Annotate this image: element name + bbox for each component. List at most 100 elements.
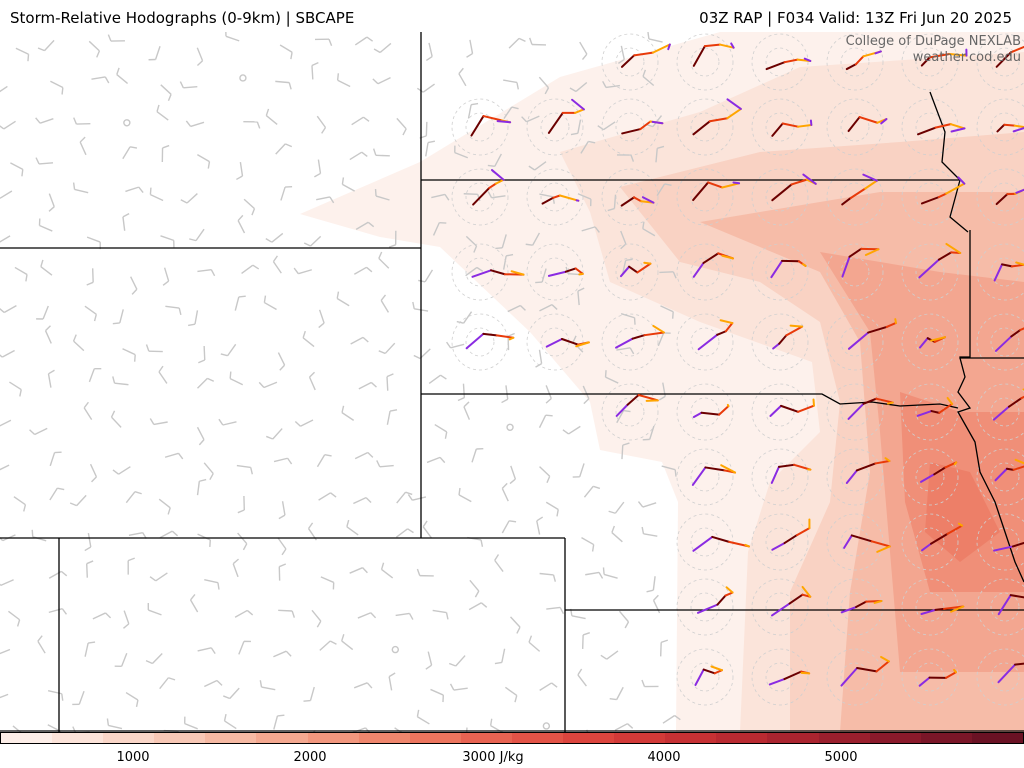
hodograph-ring — [751, 578, 809, 636]
wind-barb — [47, 369, 55, 388]
wind-barb — [495, 234, 507, 250]
hodograph-ring — [976, 168, 1024, 226]
wind-barb — [467, 102, 479, 119]
wind-barb — [416, 709, 430, 725]
wind-barb — [114, 652, 128, 667]
wind-barb — [37, 635, 46, 654]
wind-barb — [395, 528, 414, 538]
wind-barb — [106, 718, 123, 730]
wind-barb — [456, 311, 473, 324]
wind-barb — [432, 221, 447, 236]
hodograph-ring — [826, 313, 884, 371]
hodograph — [920, 48, 968, 67]
wind-barb — [278, 563, 287, 581]
wind-barb — [31, 529, 47, 542]
wind-barb — [49, 487, 65, 501]
hodograph — [692, 403, 730, 419]
wind-barb — [378, 251, 390, 269]
wind-barb — [112, 309, 124, 325]
hodograph-ring — [676, 98, 734, 156]
wind-barb — [396, 117, 407, 136]
hodograph-ring — [676, 313, 734, 371]
wind-barb — [156, 104, 169, 121]
hodograph-ring — [676, 383, 734, 441]
wind-barb — [277, 537, 287, 556]
hodograph-ring — [676, 33, 734, 91]
hodograph-ring — [751, 648, 809, 706]
wind-barb — [112, 376, 129, 386]
wind-barb — [196, 426, 205, 446]
wind-barb — [0, 305, 17, 314]
colorbar-segment — [971, 733, 1023, 743]
wind-barb — [394, 727, 403, 732]
wind-barb — [380, 294, 390, 313]
hodograph-ring — [751, 168, 809, 226]
wind-barb — [431, 193, 450, 201]
wind-barb — [357, 612, 377, 619]
credit-url[interactable]: weather.cod.edu — [912, 50, 1021, 65]
hodograph — [918, 336, 946, 349]
map-canvas[interactable] — [0, 32, 1024, 732]
wind-barb — [616, 154, 635, 162]
wind-barb — [38, 218, 53, 232]
hodograph — [470, 115, 512, 137]
wind-barb — [539, 572, 557, 582]
hodograph-ring — [751, 513, 809, 571]
hodograph — [841, 247, 880, 278]
hodograph-ring — [826, 513, 884, 571]
hodograph — [920, 605, 965, 615]
wind-barb — [86, 560, 94, 578]
hodograph-ring — [826, 243, 884, 301]
wind-barb — [600, 650, 619, 660]
wind-barb — [234, 609, 254, 618]
sbcape-fill-layer — [300, 32, 1024, 732]
hodograph — [997, 662, 1024, 684]
hodograph-ring — [901, 313, 959, 371]
colorbar-segment — [154, 733, 206, 743]
wind-barb — [609, 686, 624, 701]
wind-barb — [316, 454, 332, 468]
hodograph-ring — [601, 383, 659, 441]
wind-barb — [0, 648, 11, 655]
hodograph-ring — [601, 243, 659, 301]
wind-barb — [10, 162, 24, 177]
colorbar-segment — [358, 733, 410, 743]
wind-barb — [314, 38, 333, 46]
hodograph — [545, 338, 590, 348]
hodograph-ring — [976, 648, 1024, 706]
hodograph — [692, 252, 734, 278]
wind-barb — [349, 567, 368, 574]
hodograph-ring — [526, 168, 584, 226]
hodograph-ring — [751, 243, 809, 301]
hodograph — [840, 600, 883, 614]
hodograph — [765, 57, 812, 71]
hodograph-ring — [526, 98, 584, 156]
hodograph — [770, 463, 812, 484]
wind-barb — [8, 610, 21, 627]
colorbar-label-2000: 2000 — [293, 750, 327, 765]
hodograph-ring — [976, 448, 1024, 506]
wind-barb — [372, 148, 390, 157]
hodograph — [847, 116, 888, 133]
hodograph — [840, 655, 890, 687]
wind-barb — [577, 193, 592, 207]
wind-barb — [504, 686, 518, 703]
wind-barb — [577, 287, 585, 306]
wind-barb — [545, 385, 552, 404]
hodograph-ring — [751, 383, 809, 441]
colorbar-label-4000: 4000 — [647, 750, 681, 765]
wind-barb — [446, 341, 465, 349]
colorbar-segment — [818, 733, 870, 743]
hodograph — [619, 261, 652, 278]
wind-barb — [15, 47, 30, 62]
wind-barb — [508, 37, 526, 49]
wind-barb — [204, 679, 223, 688]
hodograph-ring — [826, 98, 884, 156]
hodograph-ring — [826, 578, 884, 636]
wind-barb — [418, 269, 434, 283]
wind-barb — [607, 194, 617, 212]
wind-barb — [618, 610, 630, 629]
wind-barb — [229, 371, 244, 386]
wind-barb — [538, 76, 550, 95]
wind-barb — [581, 632, 590, 649]
